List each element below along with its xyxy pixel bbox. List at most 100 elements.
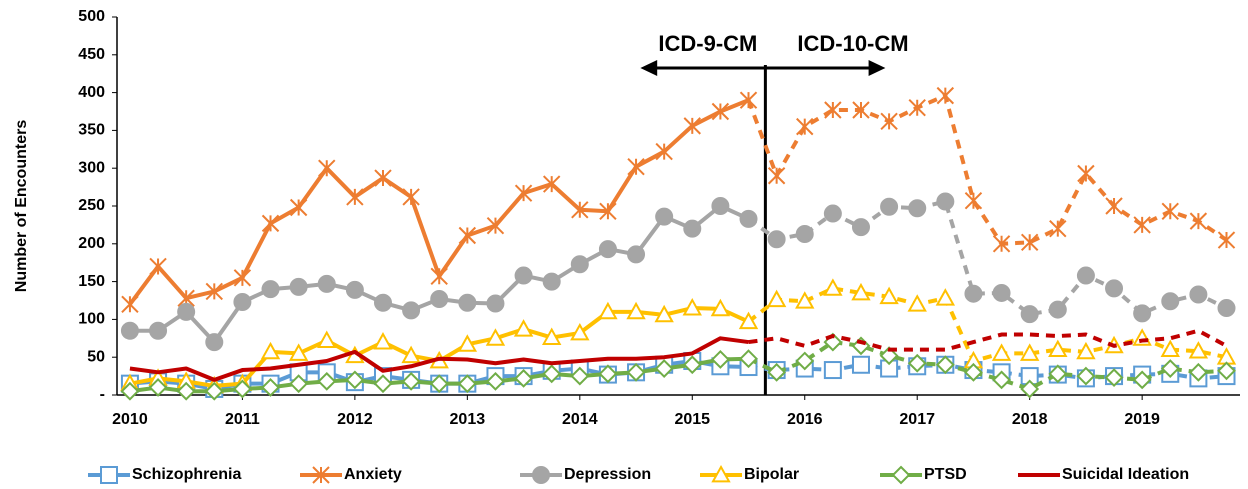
marker [766,289,787,308]
marker [1133,304,1152,323]
y-tick-label: 450 [78,46,105,63]
marker [542,175,561,193]
annotation-arrowhead [640,60,658,76]
marker [429,374,449,394]
marker [626,301,646,320]
series-line [748,328,1228,352]
marker [738,311,759,330]
legend-label: Bipolar [744,466,799,483]
y-tick-label: 300 [78,159,105,176]
marker [177,302,196,321]
marker [1019,343,1040,361]
marker [1217,231,1236,249]
marker [1189,212,1208,230]
marker [1049,219,1067,238]
marker [851,282,871,301]
marker [373,293,392,312]
marker [1161,202,1179,220]
marker [936,192,955,211]
x-tick-label: 2014 [562,411,598,428]
y-tick-label: 350 [78,122,105,139]
y-tick-label: - [100,386,105,403]
x-tick-label: 2012 [337,411,373,428]
annotation: ICD-10-CM [797,31,908,56]
marker [402,188,420,206]
marker [1217,361,1236,381]
marker [851,218,870,237]
marker [346,188,364,206]
marker [541,327,562,345]
marker [570,322,590,341]
marker [711,197,730,215]
marker [991,343,1012,361]
y-axis-label: Number of Encounters [13,120,30,293]
marker [795,351,815,371]
marker [711,102,730,121]
marker [1076,366,1096,386]
marker [964,362,983,382]
marker [1020,233,1039,251]
marker [261,280,280,299]
marker [1020,305,1039,324]
marker [626,362,646,382]
marker [1105,279,1124,298]
marker [430,267,448,286]
marker [149,321,168,340]
marker [176,381,196,401]
marker [100,466,118,484]
marker [571,201,589,219]
marker [317,371,337,391]
marker [683,117,701,135]
marker [879,286,899,305]
marker [795,291,815,309]
marker [655,207,674,226]
annotation-arrowhead [868,60,886,76]
y-tick-label: 100 [78,311,105,328]
marker [1048,300,1067,319]
marker [205,333,224,352]
marker [120,321,139,340]
series-line [748,362,1227,381]
x-tick-label: 2017 [899,411,935,428]
marker [879,346,899,366]
marker [345,280,364,299]
series-line [129,336,749,382]
marker [458,293,477,312]
marker [935,355,955,375]
marker [1160,339,1180,358]
marker [373,374,393,394]
marker [992,283,1011,302]
marker [312,466,330,484]
marker [570,366,590,386]
marker [598,364,618,384]
marker [992,235,1011,253]
marker [514,368,533,388]
marker [1132,370,1152,390]
marker [627,157,645,176]
marker [233,293,252,312]
marker [514,184,533,202]
y-tick-label: 150 [78,273,105,290]
marker [121,295,139,313]
marker [1160,359,1180,378]
marker [935,288,956,306]
marker [1105,197,1123,215]
y-tick-label: 400 [78,84,105,101]
marker [795,224,814,243]
annotation: ICD-9-CM [658,31,757,56]
marker [374,169,392,187]
marker [260,341,281,360]
marker [655,142,673,161]
marker [880,112,898,131]
x-tick-label: 2011 [225,411,260,428]
x-tick-label: 2016 [787,411,823,428]
marker [598,240,617,259]
marker [345,370,365,390]
marker [908,199,927,218]
marker [654,304,674,323]
marker [486,371,505,391]
marker [205,282,223,301]
marker [514,266,533,285]
marker [711,464,731,483]
marker [654,359,674,378]
